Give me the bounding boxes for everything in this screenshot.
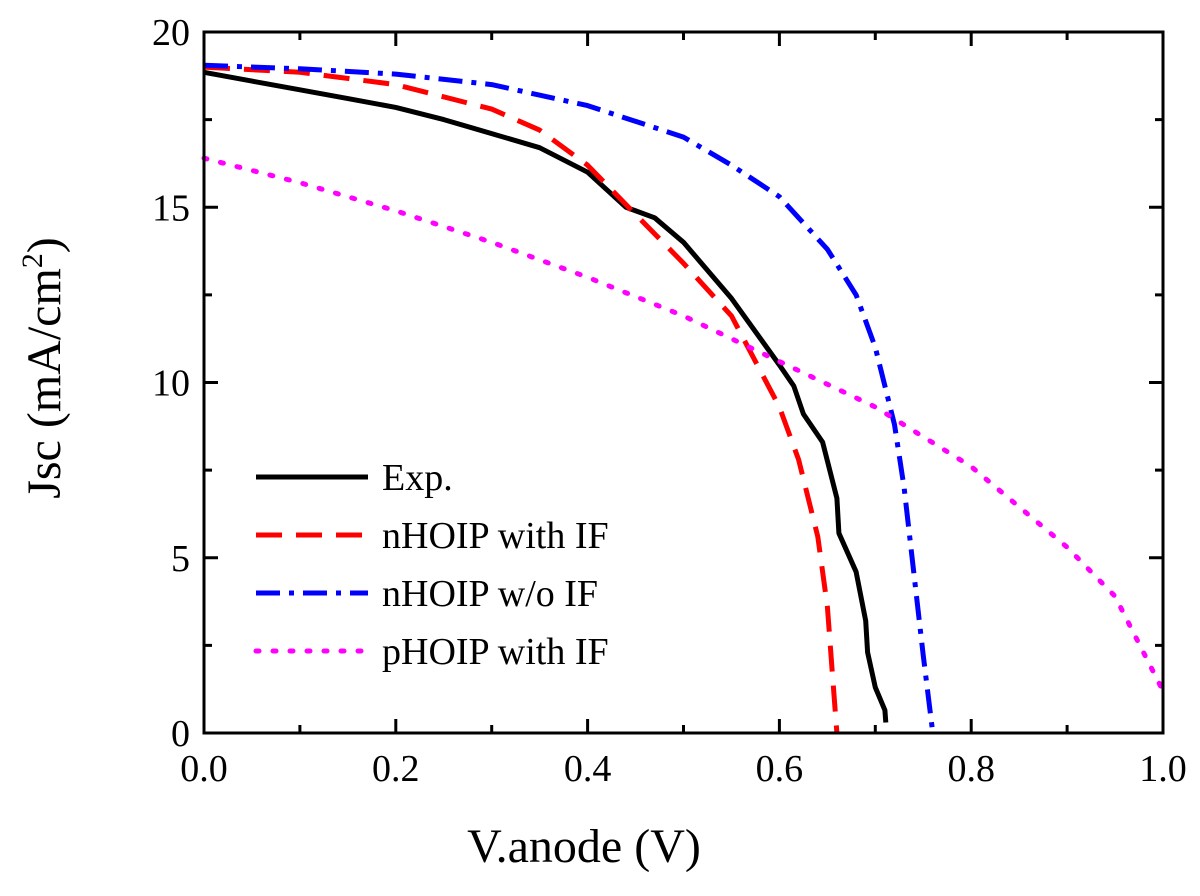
- y-axis-title: Jsc (mA/cm2): [16, 237, 71, 499]
- series-layer: [201, 62, 1166, 734]
- series-line-3: [201, 155, 1166, 694]
- y-tick-label: 10: [152, 363, 190, 405]
- x-tick-label: 0.4: [564, 748, 612, 790]
- legend-label-1: nHOIP with IF: [382, 515, 609, 557]
- x-tick-label: 1.0: [1139, 748, 1187, 790]
- x-tick-label: 0.0: [180, 748, 228, 790]
- y-tick-label: 15: [152, 187, 190, 229]
- x-tick-label: 0.6: [756, 748, 804, 790]
- axes-layer: 0.0 0.2 0.4 0.6 0.8 1.0 0 5 10 15 20: [152, 12, 1187, 790]
- legend: Exp. nHOIP with IF nHOIP w/o IF pHOIP with …: [253, 457, 609, 673]
- legend-label-3: pHOIP with IF: [382, 631, 609, 673]
- series-line-0: [203, 69, 889, 723]
- x-tick-label: 0.2: [372, 748, 420, 790]
- y-tick-label: 20: [152, 12, 190, 54]
- x-tick-label: 0.8: [947, 748, 995, 790]
- y-tick-label: 0: [171, 713, 190, 755]
- legend-label-2: nHOIP w/o IF: [382, 573, 598, 615]
- y-tick-label: 5: [171, 538, 190, 580]
- series-line-1: [203, 64, 840, 734]
- series-line-2: [203, 62, 936, 734]
- x-axis-title: V.anode (V): [467, 820, 701, 873]
- legend-label-0: Exp.: [382, 457, 453, 499]
